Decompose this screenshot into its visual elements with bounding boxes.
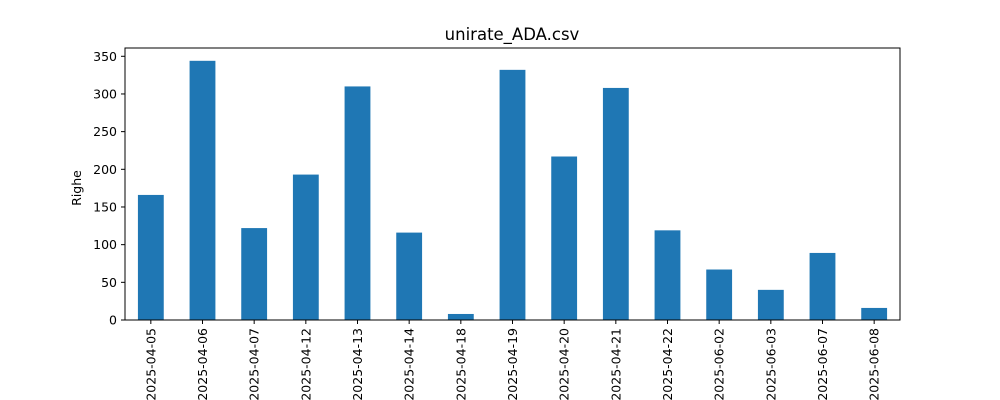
x-tick-label: 2025-04-05 — [143, 328, 158, 400]
x-tick-label: 2025-06-08 — [867, 328, 882, 400]
x-tick-label: 2025-06-02 — [712, 328, 727, 400]
y-axis-label: Righe — [69, 170, 84, 206]
x-tick-label: 2025-04-21 — [608, 328, 623, 400]
y-tick-label: 300 — [93, 86, 117, 101]
x-axis-ticks: 2025-04-05 2025-04-06 2025-04-07 2025-04-12… — [143, 320, 882, 400]
x-tick-label: 2025-04-12 — [298, 328, 313, 400]
chart-title: unirate_ADA.csv — [445, 25, 580, 45]
bar-2025-04-22 — [654, 230, 681, 320]
x-tick-label: 2025-04-20 — [557, 328, 572, 400]
bar-2025-04-19 — [499, 69, 526, 320]
bar-2025-04-21 — [602, 87, 629, 321]
bar-2025-06-02 — [706, 269, 733, 320]
y-tick-label: 50 — [101, 275, 117, 290]
bar-2025-04-05 — [137, 194, 164, 320]
bar-2025-04-14 — [396, 232, 423, 320]
bar-2025-06-07 — [809, 252, 836, 320]
x-tick-label: 2025-04-07 — [247, 328, 262, 400]
bar-2025-06-08 — [861, 307, 888, 320]
bar-2025-04-07 — [241, 228, 268, 320]
x-tick-label: 2025-04-18 — [453, 328, 468, 400]
x-tick-label: 2025-04-13 — [350, 328, 365, 400]
x-tick-label: 2025-04-14 — [402, 328, 417, 400]
y-tick-label: 350 — [93, 49, 117, 64]
plot-frame — [124, 47, 901, 321]
x-tick-label: 2025-04-06 — [195, 328, 210, 400]
bar-2025-04-06 — [189, 60, 216, 321]
bar-2025-04-20 — [551, 156, 578, 320]
x-tick-label: 2025-06-07 — [815, 328, 830, 400]
x-tick-label: 2025-06-03 — [763, 328, 778, 400]
y-axis-ticks: 0 50 100 150 200 250 300 350 — [93, 49, 125, 328]
y-tick-label: 200 — [93, 162, 117, 177]
y-tick-label: 100 — [93, 237, 117, 252]
bar-2025-04-12 — [292, 174, 319, 320]
bars-group — [137, 60, 888, 321]
bar-2025-06-03 — [757, 289, 784, 320]
bar-2025-04-18 — [447, 313, 474, 320]
y-tick-label: 150 — [93, 199, 117, 214]
x-tick-label: 2025-04-19 — [505, 328, 520, 400]
y-tick-label: 250 — [93, 124, 117, 139]
y-tick-label: 0 — [109, 313, 117, 328]
bar-2025-04-13 — [344, 86, 371, 321]
x-tick-label: 2025-04-22 — [660, 328, 675, 400]
